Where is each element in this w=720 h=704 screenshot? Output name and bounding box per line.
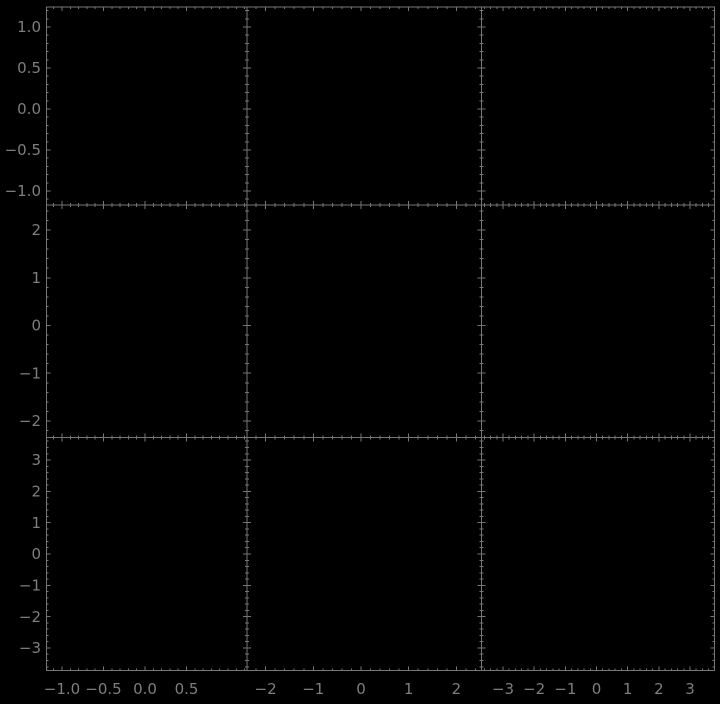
axes-spines [46, 6, 248, 206]
subplot-r0c1 [246, 6, 482, 206]
x-tick-label: −2 [255, 680, 277, 698]
y-tick-label: −1 [19, 577, 41, 595]
subplot-r0c2 [481, 6, 715, 206]
y-tick-label: −1.0 [5, 182, 41, 200]
axes-spines [246, 6, 482, 206]
y-tick-label: −0.5 [5, 141, 41, 159]
axes-spines [481, 6, 715, 206]
y-tick-label: 2 [31, 483, 41, 501]
y-tick-label: 1.0 [17, 18, 41, 36]
axes-spines [481, 437, 715, 671]
subplot-r1c1 [246, 204, 482, 438]
axes-spines [246, 204, 482, 438]
y-tick-label: 1 [31, 514, 41, 532]
x-tick-label: 2 [654, 680, 664, 698]
subplot-r2c0: −1.0 −0.5 0.0 0.5 3 2 1 0 −1 −2 −3 [19, 437, 248, 698]
y-tick-label: 3 [31, 451, 41, 469]
y-tick-label: 0 [31, 317, 41, 335]
y-tick-label: 0 [31, 545, 41, 563]
subplot-r1c0: 2 1 0 −1 −2 [19, 204, 248, 438]
y-tick-label: 0.0 [17, 100, 41, 118]
subplot-r2c1: −2 −1 0 1 2 [246, 437, 482, 698]
subplot-r2c2: −3 −2 −1 0 1 2 3 [481, 437, 715, 698]
x-tick-label: 1 [623, 680, 633, 698]
x-tick-label: 2 [452, 680, 462, 698]
y-tick-label: −2 [19, 608, 41, 626]
x-tick-label: −1.0 [44, 680, 80, 698]
x-tick-label: 0.5 [175, 680, 199, 698]
x-tick-label: 3 [685, 680, 695, 698]
y-tick-label: 0.5 [17, 59, 41, 77]
x-tick-label: −1 [554, 680, 576, 698]
x-tick-label: −0.5 [85, 680, 121, 698]
x-tick-label: 0.0 [133, 680, 157, 698]
x-tick-label: −1 [302, 680, 324, 698]
axes-spines [246, 437, 482, 671]
y-tick-label: −1 [19, 364, 41, 382]
subplot-r0c0: 1.0 0.5 0.0 −0.5 −1.0 [5, 6, 248, 206]
axes-spines [481, 204, 715, 438]
y-tick-label: 1 [31, 269, 41, 287]
subplot-r1c2 [481, 204, 715, 438]
y-tick-label: −2 [19, 412, 41, 430]
x-tick-label: −2 [523, 680, 545, 698]
x-tick-label: 0 [592, 680, 602, 698]
axes-spines [46, 204, 248, 438]
axes-spines [46, 437, 248, 671]
x-tick-label: 1 [404, 680, 414, 698]
x-tick-label: −3 [492, 680, 514, 698]
y-tick-label: −3 [19, 639, 41, 657]
x-tick-label: 0 [356, 680, 366, 698]
y-tick-label: 2 [31, 221, 41, 239]
